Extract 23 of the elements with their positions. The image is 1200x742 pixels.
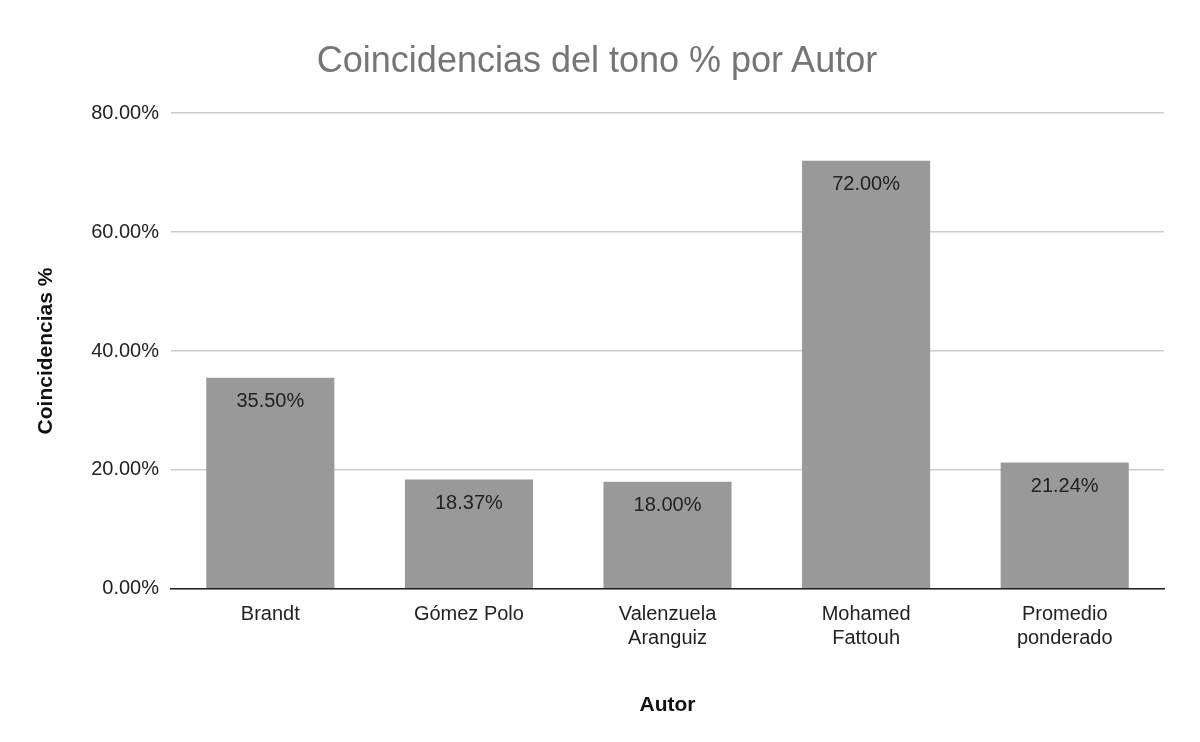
y-tick-label: 20.00%: [91, 457, 160, 480]
x-tick-label: Mohamed Fattouh: [821, 602, 911, 649]
x-tick-label: Valenzuela Aranguiz: [618, 602, 718, 649]
bar: [404, 479, 533, 589]
bar: [206, 377, 335, 589]
x-tick-label: Gómez Polo: [413, 602, 524, 625]
chart-title: Coincidencias del tono % por Autor: [316, 38, 878, 80]
bar: [802, 160, 931, 589]
bar: [1000, 462, 1129, 589]
data-label: 72.00%: [832, 172, 901, 195]
data-label: 35.50%: [236, 389, 305, 412]
x-axis-title: Autor: [639, 692, 696, 716]
data-label: 21.24%: [1030, 474, 1099, 497]
x-tick-label: Brandt: [240, 602, 301, 625]
y-tick-label: 60.00%: [91, 219, 160, 242]
bar: [603, 481, 732, 589]
y-tick-label: 0.00%: [102, 576, 160, 599]
x-tick-label: Promedio ponderado: [1016, 602, 1113, 649]
y-tick-label: 40.00%: [91, 338, 160, 361]
data-label: 18.37%: [435, 491, 504, 514]
y-axis-title: Coincidencias %: [33, 267, 57, 435]
data-label: 18.00%: [633, 493, 702, 516]
y-tick-label: 80.00%: [91, 100, 160, 123]
